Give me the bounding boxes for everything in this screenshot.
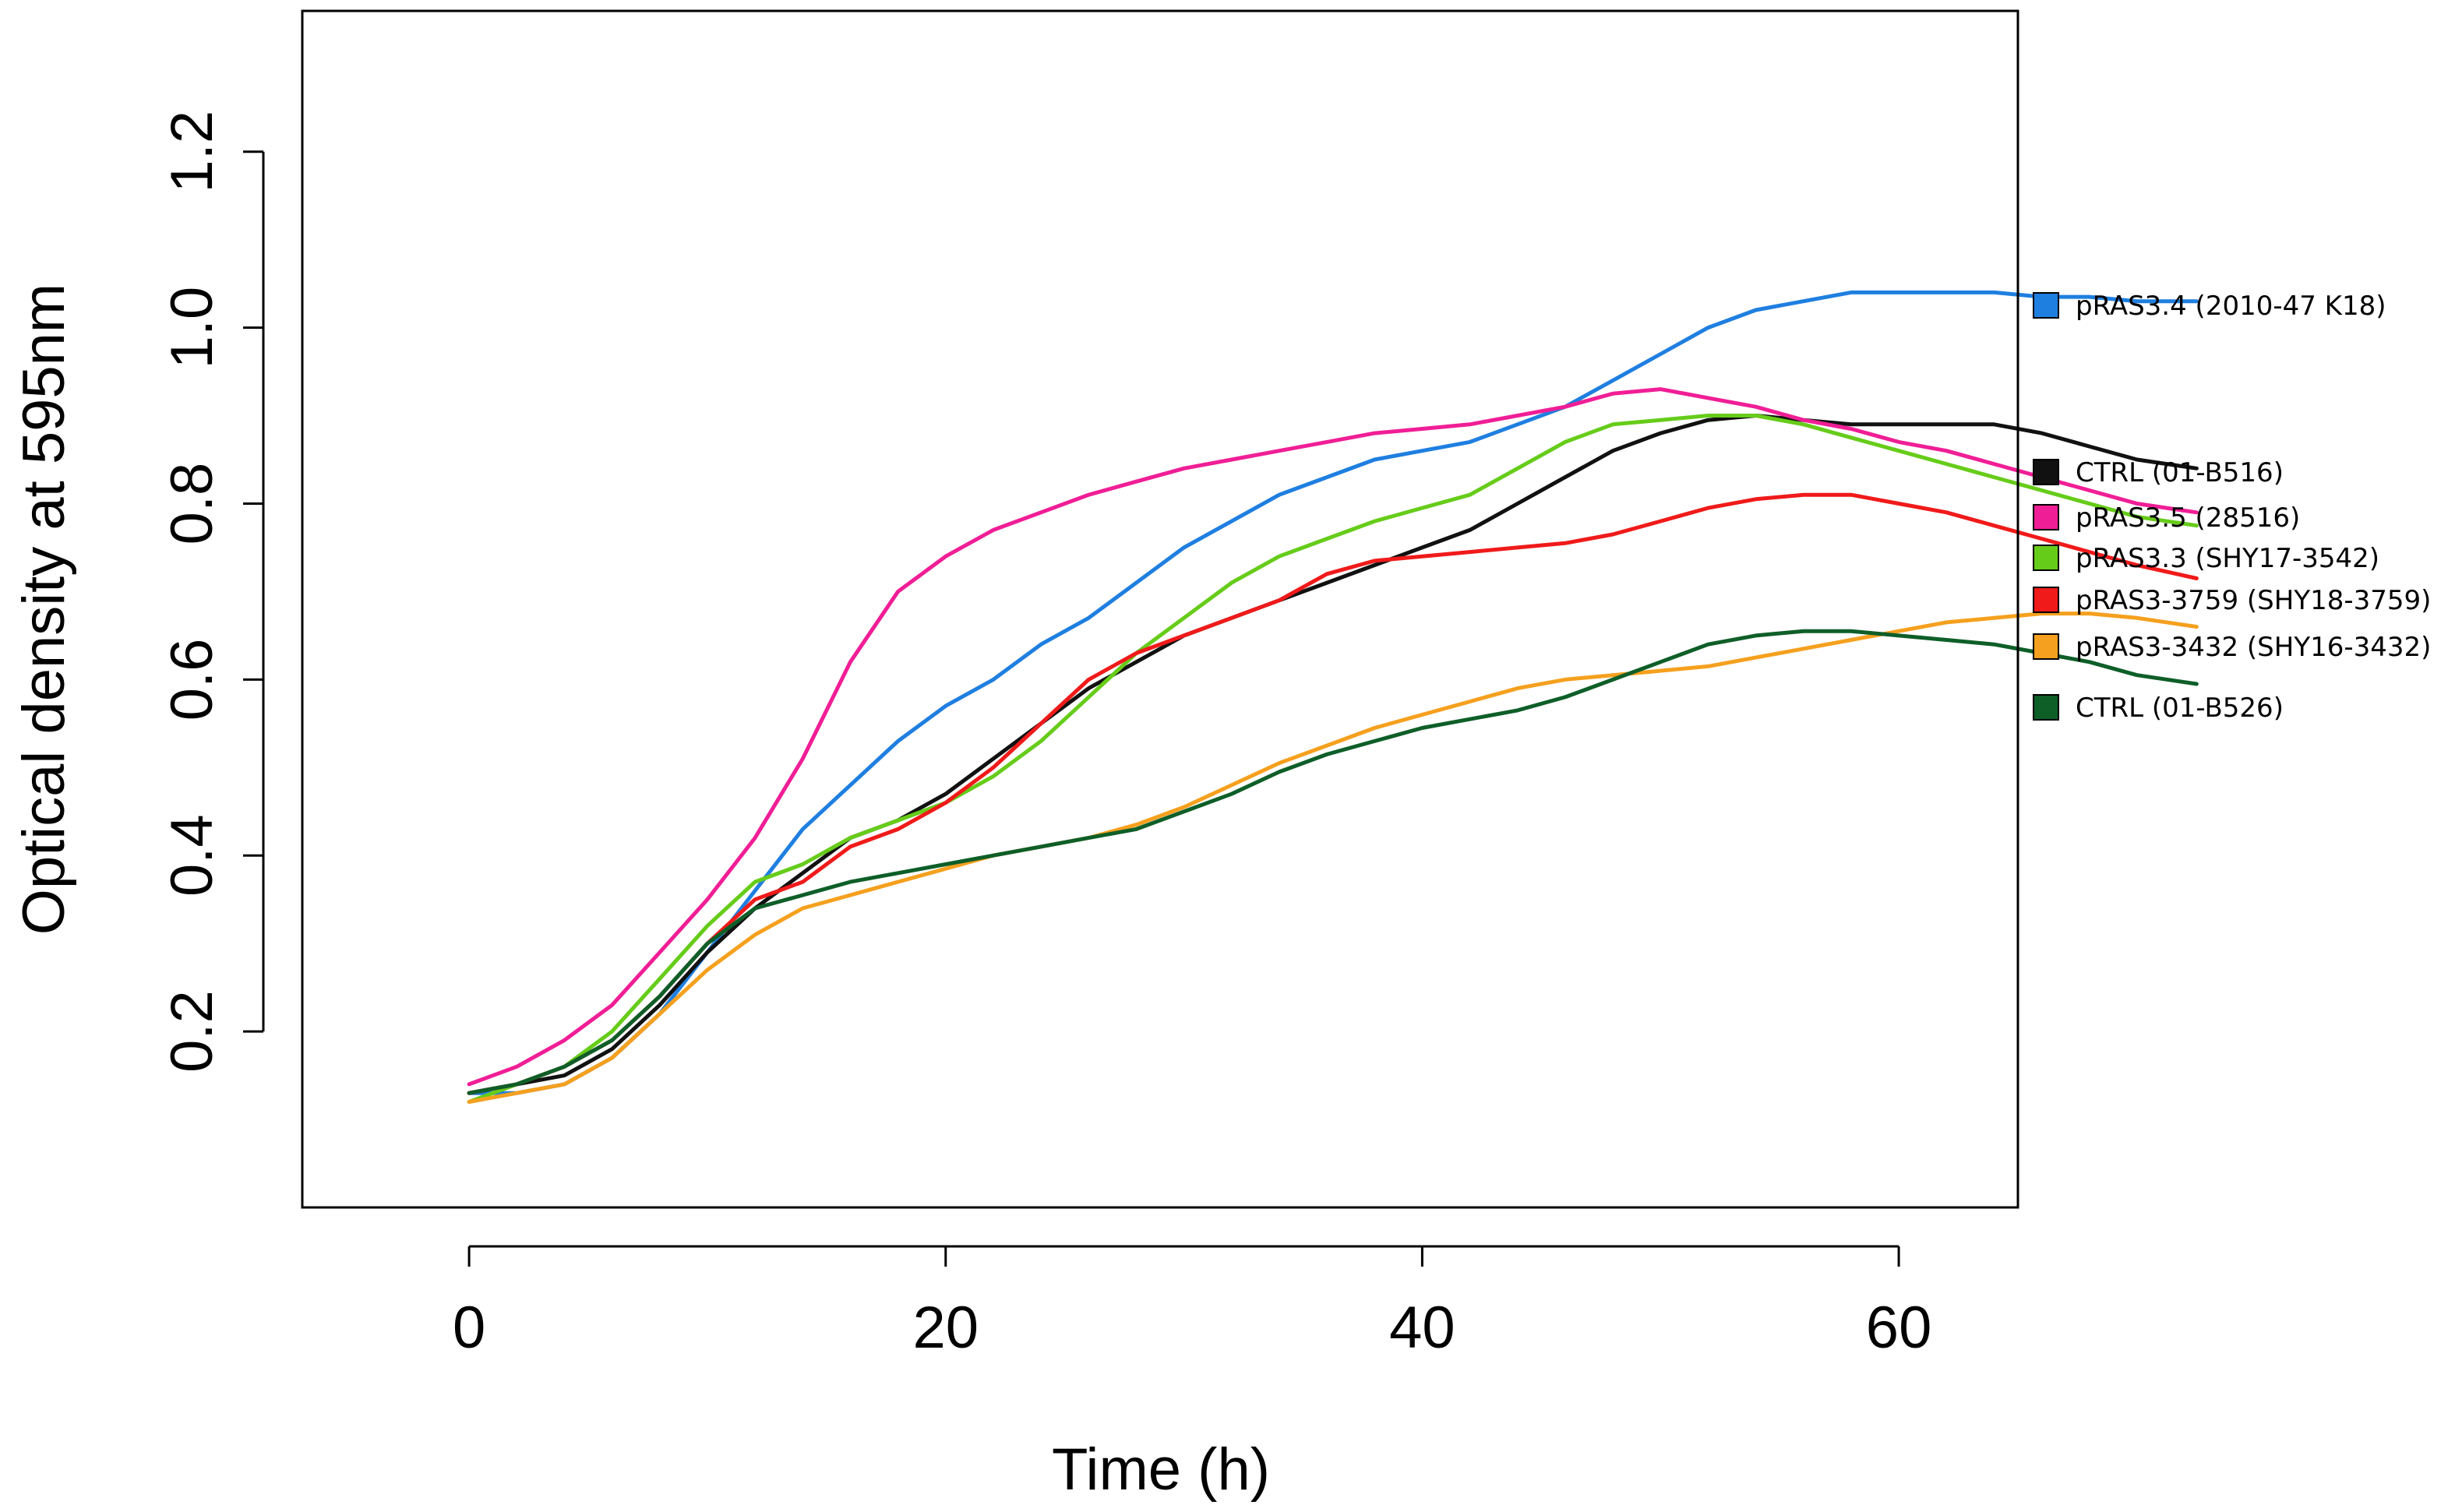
legend-label: CTRL (01-B516): [2076, 457, 2284, 488]
plot-frame: [301, 9, 2019, 1209]
legend-item-2: pRAS3.5 (28516): [2033, 502, 2300, 534]
legend-item-4: pRAS3-3759 (SHY18-3759): [2033, 585, 2431, 616]
y-tick-label: 0.4: [159, 814, 225, 897]
legend-label: CTRL (01-B526): [2076, 693, 2284, 724]
legend-swatch: [2033, 504, 2059, 530]
x-axis-title: Time (h): [1052, 1436, 1270, 1503]
legend-item-1: CTRL (01-B516): [2033, 457, 2284, 488]
legend-label: pRAS3.3 (SHY17-3542): [2076, 543, 2379, 574]
series-line-5: [467, 611, 2199, 1104]
legend-label: pRAS3.5 (28516): [2076, 502, 2300, 534]
legend-swatch: [2033, 587, 2059, 613]
legend-item-6: CTRL (01-B526): [2033, 693, 2284, 724]
plot-lines: [467, 290, 2199, 1104]
legend-item-0: pRAS3.4 (2010-47 K18): [2033, 291, 2386, 322]
series-line-6: [467, 629, 2199, 1095]
series-line-4: [467, 492, 2199, 1095]
x-axis: 0 20 40 60: [453, 1245, 1932, 1361]
legend-swatch: [2033, 292, 2059, 319]
y-tick-label: 1.0: [159, 287, 225, 369]
legend-item-5: pRAS3-3432 (SHY16-3432): [2033, 632, 2431, 663]
legend-label: pRAS3-3759 (SHY18-3759): [2076, 585, 2431, 616]
x-tick-label: 40: [1389, 1295, 1455, 1361]
legend-swatch: [2033, 694, 2059, 721]
legend-label: pRAS3-3432 (SHY16-3432): [2076, 632, 2431, 663]
y-tick-label: 0.2: [159, 990, 225, 1073]
legend: pRAS3.4 (2010-47 K18) CTRL (01-B516) pRAS3…: [2033, 291, 2431, 724]
y-tick-label: 1.2: [159, 111, 225, 193]
legend-label: pRAS3.4 (2010-47 K18): [2076, 291, 2386, 322]
x-tick-label: 0: [453, 1295, 485, 1361]
y-axis-title: Optical density at 595nm: [11, 284, 77, 935]
legend-swatch: [2033, 633, 2059, 660]
legend-swatch: [2033, 545, 2059, 571]
x-tick-label: 60: [1866, 1295, 1932, 1361]
y-tick-label: 0.6: [159, 639, 225, 721]
series-line-0: [467, 290, 2199, 1095]
y-tick-label: 0.8: [159, 463, 225, 545]
y-axis: 0.2 0.4 0.6 0.8 1.0 1.2: [159, 111, 265, 1073]
series-line-2: [467, 387, 2199, 1087]
legend-item-3: pRAS3.3 (SHY17-3542): [2033, 543, 2379, 574]
x-tick-label: 20: [912, 1295, 979, 1361]
legend-swatch: [2033, 459, 2059, 485]
series-line-3: [467, 414, 2199, 1104]
